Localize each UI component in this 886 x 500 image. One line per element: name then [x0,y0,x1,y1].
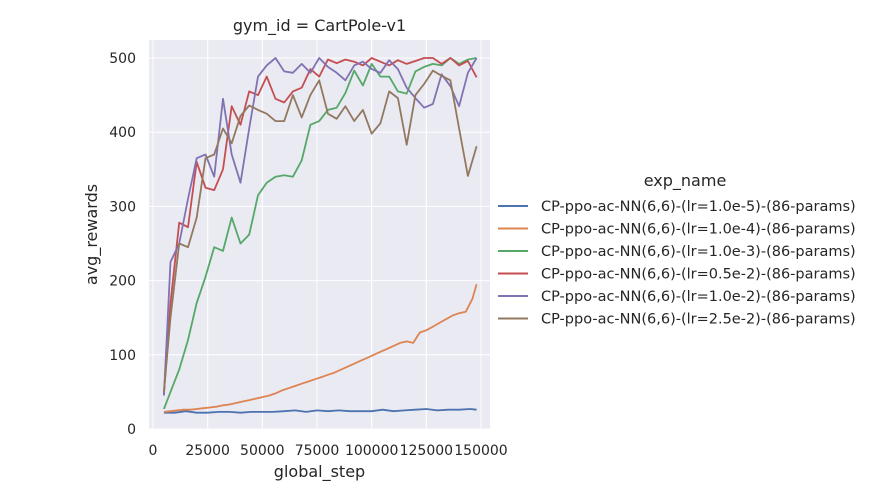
series-line-5 [163,57,478,396]
y-axis-label: avg_rewards [82,184,102,285]
x-tick-label: 150000 [454,443,507,459]
chart-title: gym_id = CartPole-v1 [233,16,406,36]
series-line-2 [163,284,478,413]
series-lines [163,57,478,414]
grid [149,40,490,430]
y-axis-ticks: 0 100 200 300 400 500 [109,51,136,438]
x-axis-label: global_step [274,462,365,482]
series-line-6 [163,69,478,392]
x-tick-label: 25000 [185,443,230,459]
y-tick-label: 500 [109,51,136,67]
x-axis-ticks: 0 25000 50000 75000 100000 125000 150000 [149,443,508,459]
legend-label-2: CP-ppo-ac-NN(6,6)-(lr=1.0e-4)-(86-params… [541,222,856,238]
legend-label-5: CP-ppo-ac-NN(6,6)-(lr=1.0e-2)-(86-params… [541,289,856,305]
x-tick-label: 0 [149,443,158,459]
series-line-1 [163,408,477,414]
series-line-3 [163,57,477,410]
legend-label-4: CP-ppo-ac-NN(6,6)-(lr=0.5e-2)-(86-params… [541,267,856,283]
x-tick-label: 125000 [400,443,453,459]
y-tick-label: 200 [109,274,136,290]
legend-label-3: CP-ppo-ac-NN(6,6)-(lr=1.0e-3)-(86-params… [541,244,856,260]
y-tick-label: 400 [109,125,136,141]
y-tick-label: 0 [127,422,136,438]
plot-area [149,40,490,429]
y-tick-label: 100 [109,348,136,364]
y-tick-label: 300 [109,199,136,215]
legend-label-6: CP-ppo-ac-NN(6,6)-(lr=2.5e-2)-(86-params… [541,312,856,328]
x-tick-label: 100000 [345,443,398,459]
series-line-4 [163,57,478,395]
legend-title: exp_name [644,171,727,191]
x-tick-label: 50000 [240,443,285,459]
legend-label-1: CP-ppo-ac-NN(6,6)-(lr=1.0e-5)-(86-params… [541,199,856,215]
legend: exp_name CP-ppo-ac-NN(6,6)-(lr=1.0e-5)-(… [498,171,856,328]
x-tick-label: 75000 [295,443,340,459]
